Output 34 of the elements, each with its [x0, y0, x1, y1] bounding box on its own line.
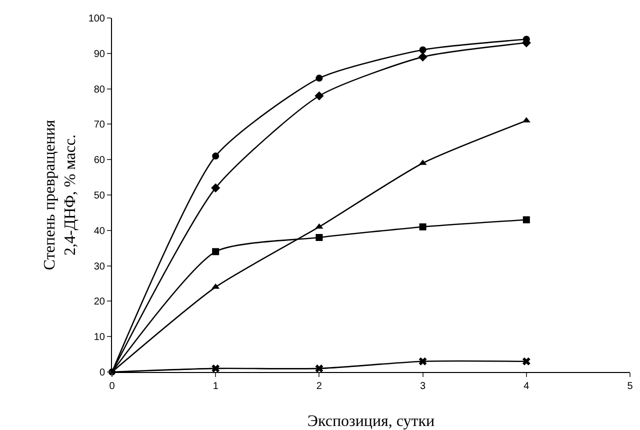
y-axis-title: Степень превращения 2,4-ДНФ, % масс.: [41, 119, 80, 270]
y-tick-label: 20: [94, 296, 106, 308]
point: [522, 216, 530, 224]
point: [419, 46, 426, 54]
point: [418, 52, 428, 62]
x-axis-title: Экспозиция, сутки: [307, 413, 436, 430]
x-tick-label: 5: [627, 381, 634, 392]
x-tick-label: 0: [109, 381, 116, 392]
point: [418, 357, 427, 366]
point: [212, 152, 220, 160]
y-tick-label: 10: [94, 332, 106, 344]
y-tick-label: 90: [94, 48, 106, 60]
y-tick-label: 30: [94, 261, 106, 272]
x-tick-label: 1: [212, 381, 219, 392]
point: [316, 234, 323, 241]
point: [419, 223, 426, 230]
y-tick-label: 40: [94, 226, 106, 237]
y-tick-label: 50: [94, 190, 106, 202]
y-tick-label: 70: [94, 120, 106, 131]
y-tick-label: 100: [88, 14, 106, 24]
point: [212, 364, 220, 372]
y-tick-label: 0: [99, 368, 106, 378]
point: [211, 183, 220, 192]
point: [315, 364, 324, 372]
point: [314, 91, 324, 100]
x-tick-label: 3: [420, 381, 426, 392]
point: [315, 223, 324, 229]
point: [522, 357, 530, 366]
point: [212, 248, 220, 256]
x-tick-label: 2: [316, 381, 322, 392]
x-tick-label: 4: [524, 381, 530, 392]
point: [316, 74, 323, 82]
y-tick-label: 60: [94, 155, 106, 166]
y-tick-label: 80: [94, 84, 106, 96]
